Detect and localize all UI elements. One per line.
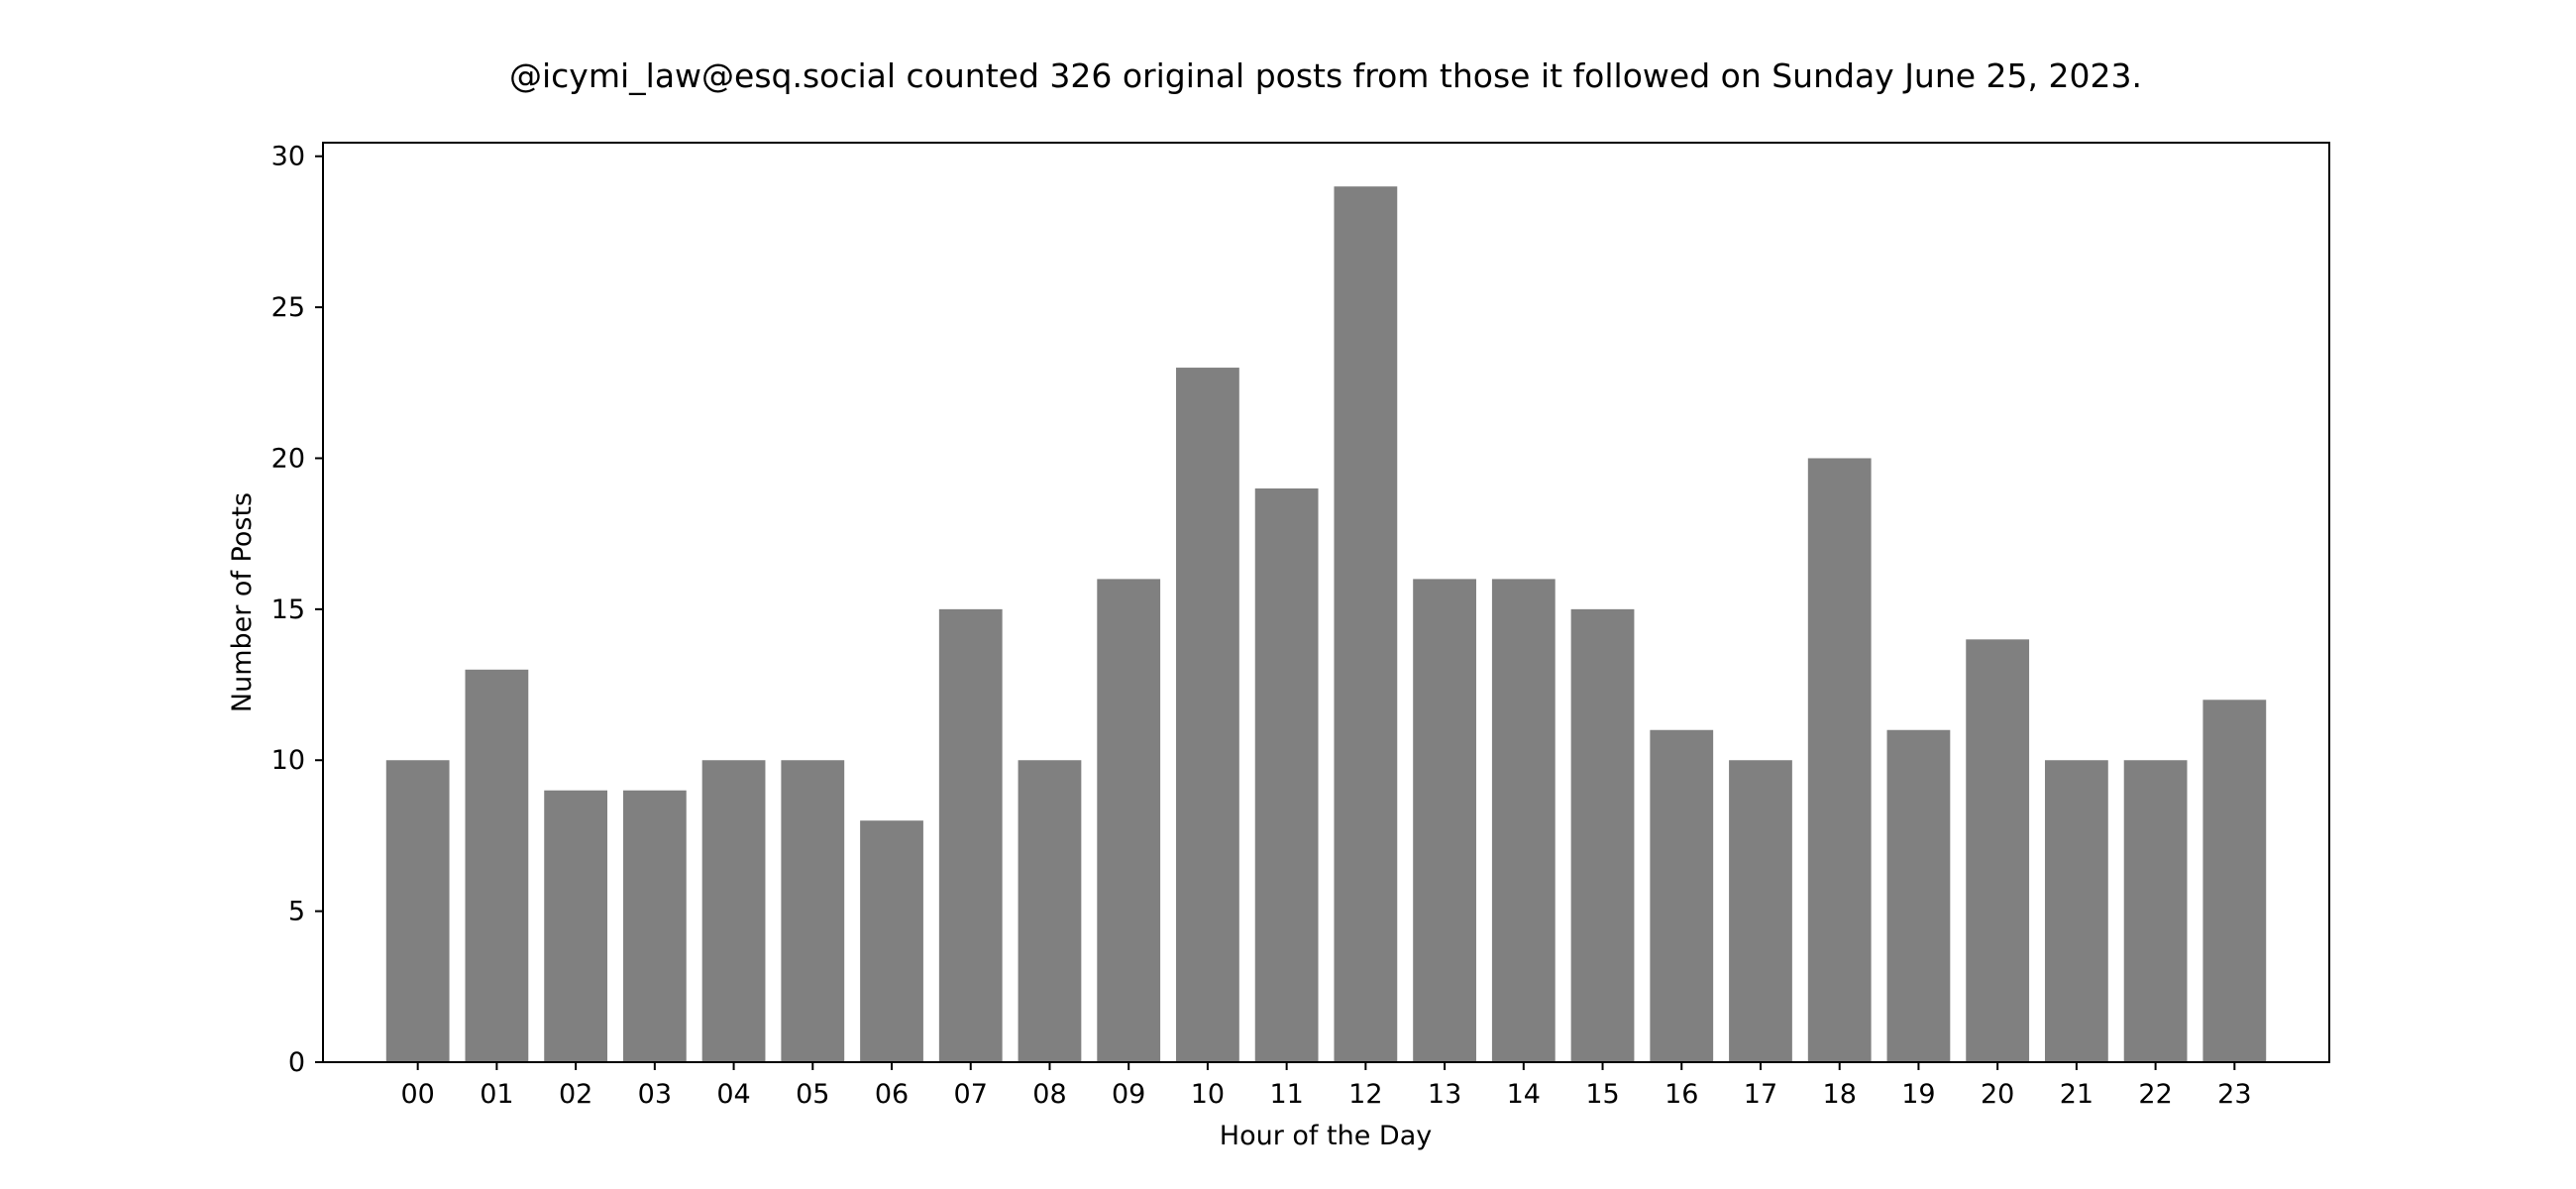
bar-hour-23 [2202,700,2267,1062]
y-tick-label: 30 [271,142,305,172]
x-tick-label: 02 [559,1079,592,1110]
x-tick-label: 14 [1507,1079,1541,1110]
x-tick-label: 23 [2217,1079,2251,1110]
x-tick-label: 16 [1664,1079,1698,1110]
plot-frame [322,142,2330,1063]
y-tick-label: 20 [271,443,305,474]
bars-group [385,186,2267,1063]
bar-hour-12 [1334,186,1398,1062]
y-tick-label: 10 [271,745,305,776]
bar-hour-18 [1807,458,1872,1063]
chart-title: @icymi_law@esq.social counted 326 origin… [509,56,2142,95]
x-tick-label: 03 [638,1079,672,1110]
bar-hour-19 [1886,729,1951,1062]
x-tick-label: 08 [1032,1079,1066,1110]
x-tick-label: 19 [1901,1079,1935,1110]
x-tick-label: 17 [1744,1079,1777,1110]
y-axis-ticks: 0 5 10 15 20 25 30 [271,142,323,1078]
bar-hour-15 [1570,608,1635,1062]
x-tick-label: 10 [1191,1079,1225,1110]
bar-hour-22 [2123,760,2188,1062]
x-tick-label: 22 [2138,1079,2172,1110]
x-axis-ticks: 00 01 02 03 04 05 06 07 08 09 10 11 12 13 14 15 16 17 18 19… [400,1062,2252,1110]
bar-hour-01 [465,669,529,1062]
y-tick-label: 15 [271,594,305,625]
x-tick-label: 01 [480,1079,513,1110]
bar-hour-06 [860,820,923,1062]
x-tick-label: 11 [1269,1079,1303,1110]
bar-hour-04 [701,760,766,1062]
bar-hour-08 [1018,760,1082,1062]
bar-hour-02 [544,790,608,1062]
bar-hour-00 [385,760,450,1062]
bar-hour-07 [938,608,1003,1062]
y-axis-label: Number of Posts [227,492,258,712]
x-tick-label: 06 [875,1079,909,1110]
bar-hour-17 [1729,760,1792,1062]
bar-hour-10 [1176,368,1239,1062]
bar-hour-20 [1966,639,2030,1062]
y-tick-label: 5 [288,897,305,927]
x-axis-label: Hour of the Day [1220,1121,1432,1151]
x-tick-label: 13 [1428,1079,1461,1110]
bar-hour-21 [2044,760,2108,1062]
bar-hour-03 [622,790,687,1062]
bar-hour-09 [1097,579,1161,1062]
x-tick-label: 21 [2060,1079,2093,1110]
x-tick-label: 15 [1585,1079,1619,1110]
x-tick-label: 09 [1112,1079,1145,1110]
bar-hour-16 [1650,729,1714,1062]
y-tick-label: 25 [271,292,305,323]
bar-hour-05 [781,760,845,1062]
bar-hour-13 [1413,579,1476,1062]
x-tick-label: 05 [796,1079,829,1110]
x-tick-label: 00 [400,1079,434,1110]
x-tick-label: 07 [954,1079,988,1110]
x-tick-label: 12 [1348,1079,1382,1110]
bar-hour-11 [1254,487,1319,1062]
x-tick-label: 04 [716,1079,750,1110]
bar-hour-14 [1491,579,1556,1062]
y-tick-label: 0 [288,1047,305,1078]
x-tick-label: 20 [1981,1079,2014,1110]
x-tick-label: 18 [1823,1079,1857,1110]
